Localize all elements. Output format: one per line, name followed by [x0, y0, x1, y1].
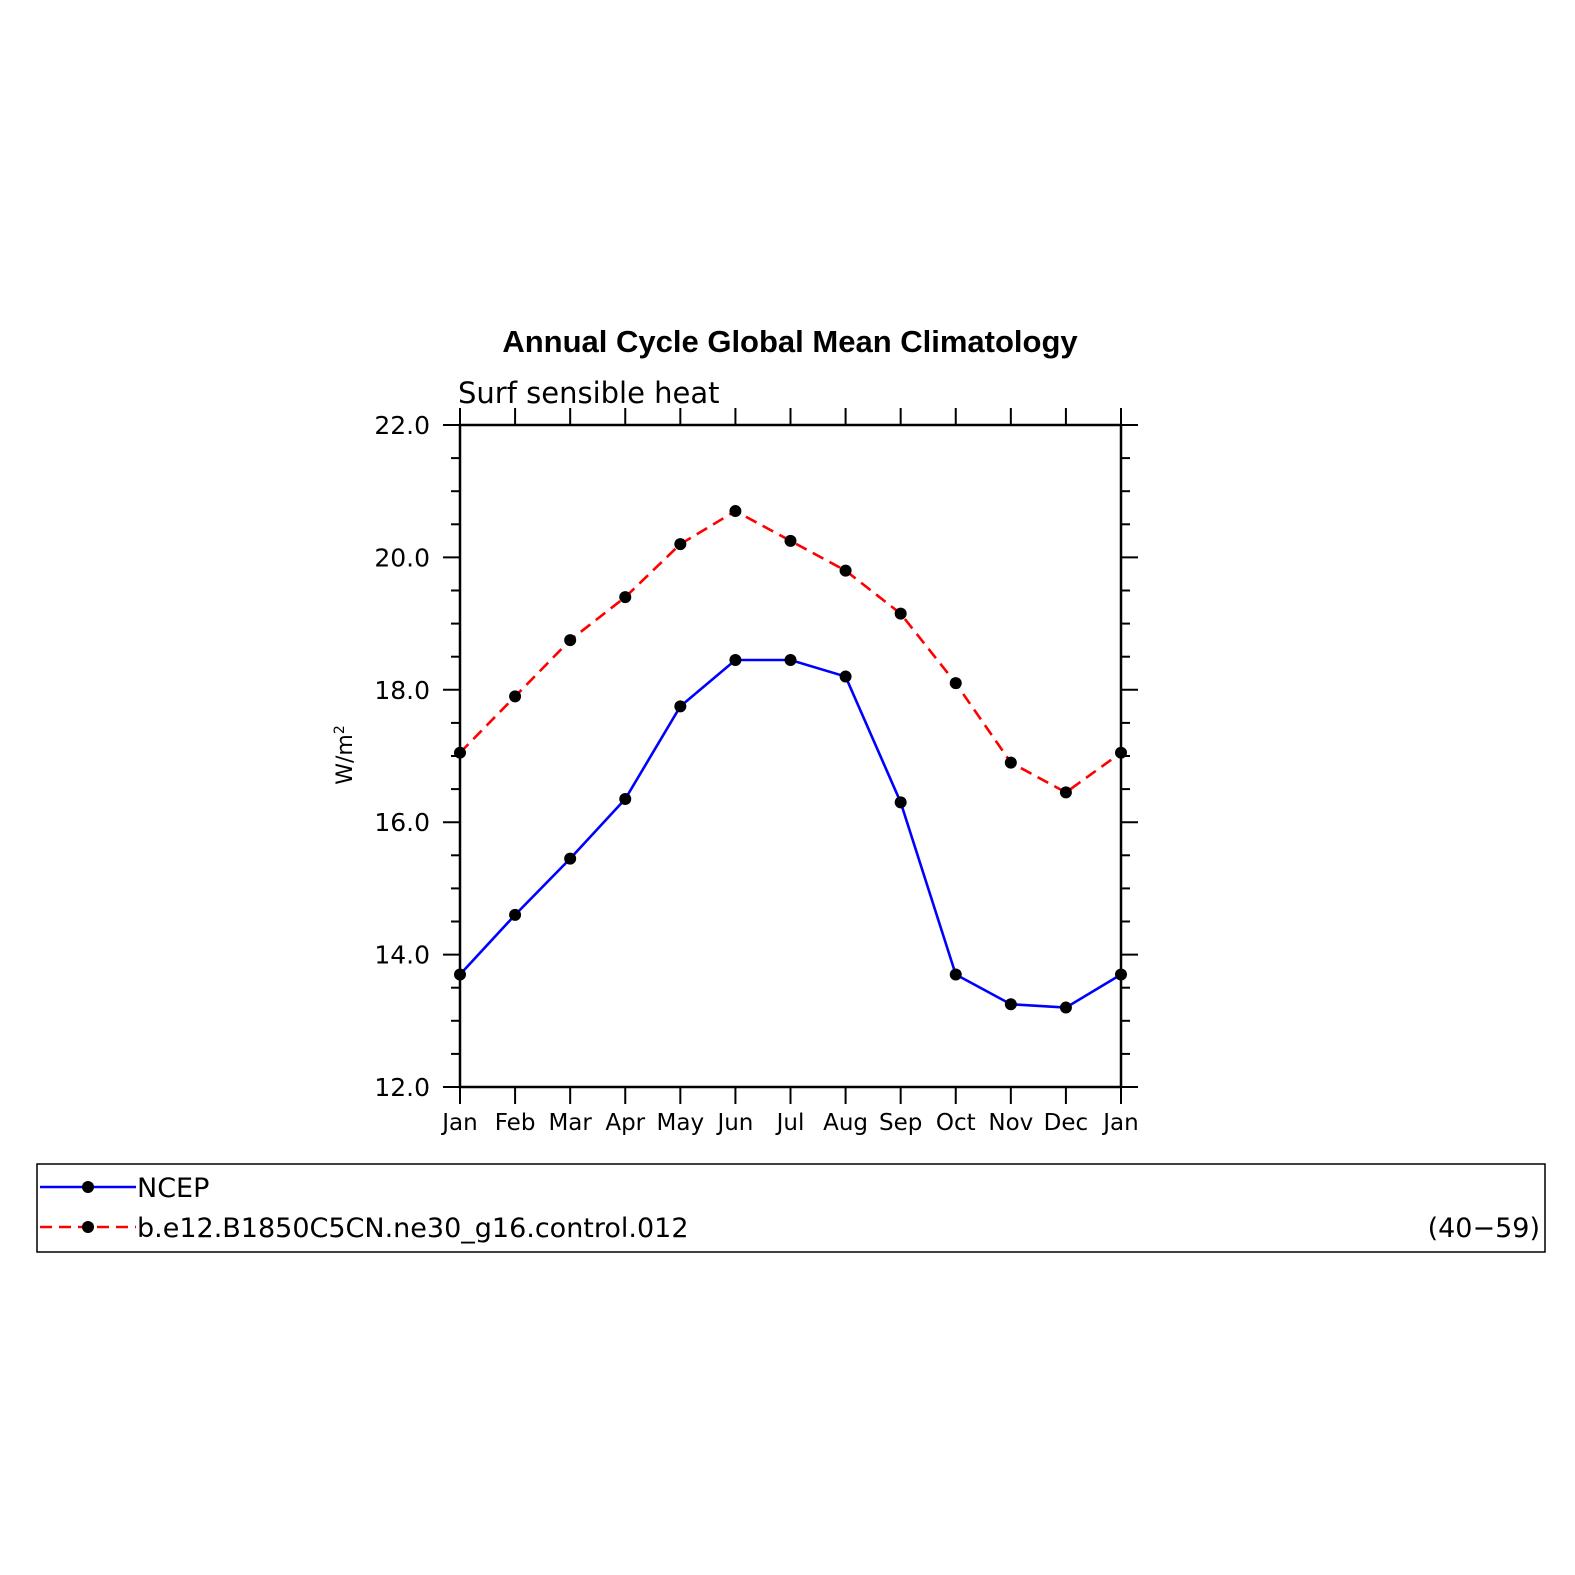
legend-marker-1 — [82, 1181, 94, 1193]
legend: NCEP b.e12.B1850C5CN.ne30_g16.control.012… — [36, 1163, 1546, 1253]
series-2-point — [674, 538, 687, 551]
series-2-point — [894, 607, 907, 620]
x-axis: Jan Feb Mar Apr May Jun Jul Aug Sep Oct Nov Dec Jan — [440, 408, 1139, 1136]
series-line-2 — [459, 509, 1122, 794]
x-tick-label: Apr — [605, 1110, 645, 1136]
series-group — [454, 505, 1127, 1014]
series-2-point — [729, 505, 742, 518]
y-tick-label: 14.0 — [374, 941, 430, 970]
x-tick-label: Jul — [775, 1110, 805, 1136]
series-2-point — [509, 690, 522, 703]
series-1-point — [509, 908, 522, 921]
legend-box — [36, 1163, 1546, 1253]
y-tick-label: 22.0 — [374, 411, 430, 440]
series-1-point — [1004, 998, 1017, 1011]
y-tick-label: 20.0 — [374, 543, 430, 572]
y-tick-label: 18.0 — [374, 676, 430, 705]
series-1-point — [894, 796, 907, 809]
series-1-point — [619, 793, 632, 806]
series-2-point — [619, 591, 632, 604]
plot-area — [458, 423, 1123, 1089]
x-tick-label: Dec — [1044, 1110, 1089, 1136]
series-1-point — [729, 654, 742, 667]
series-2-point — [839, 564, 852, 577]
legend-marker-2 — [82, 1221, 94, 1233]
series-1-point — [674, 700, 687, 713]
series-line-1 — [459, 658, 1122, 1009]
series-1-point — [1059, 1001, 1072, 1014]
y-axis-label: W/m2 — [332, 725, 358, 785]
legend-label-1: NCEP — [137, 1173, 209, 1204]
y-tick-label: 12.0 — [374, 1073, 430, 1102]
series-1-point — [839, 670, 852, 683]
x-tick-label: Sep — [879, 1110, 922, 1136]
series-2-point — [949, 677, 962, 690]
series-1-point — [564, 852, 577, 865]
x-tick-label: Jun — [715, 1110, 753, 1136]
series-1-point — [1115, 968, 1127, 981]
x-tick-label: Oct — [936, 1110, 976, 1136]
legend-label-2: b.e12.B1850C5CN.ne30_g16.control.012 — [137, 1213, 689, 1244]
series-1-point — [454, 968, 466, 981]
series-2-point — [564, 634, 577, 647]
x-tick-label: Jan — [1101, 1110, 1138, 1136]
series-2-point — [1059, 786, 1072, 799]
legend-annotation: (40−59) — [1428, 1213, 1540, 1244]
y-tick-label: 16.0 — [374, 808, 430, 837]
x-tick-label: Feb — [495, 1110, 536, 1136]
x-tick-label: Jan — [440, 1110, 477, 1136]
x-tick-label: Nov — [988, 1110, 1033, 1136]
series-1-point — [784, 654, 797, 667]
chart-title: Annual Cycle Global Mean Climatology — [502, 324, 1078, 359]
y-axis: 12.0 14.0 16.0 18.0 20.0 22.0 — [374, 411, 1138, 1102]
x-tick-label: Mar — [548, 1110, 592, 1136]
x-tick-label: May — [657, 1110, 705, 1136]
plot-frame — [458, 423, 1123, 1089]
x-tick-label: Aug — [823, 1110, 868, 1136]
chart-subtitle: Surf sensible heat — [458, 376, 720, 410]
series-2-point — [1004, 756, 1017, 769]
series-2-point — [454, 746, 466, 759]
series-2-point — [784, 534, 797, 547]
series-1-point — [949, 968, 962, 981]
series-2-point — [1115, 746, 1127, 759]
